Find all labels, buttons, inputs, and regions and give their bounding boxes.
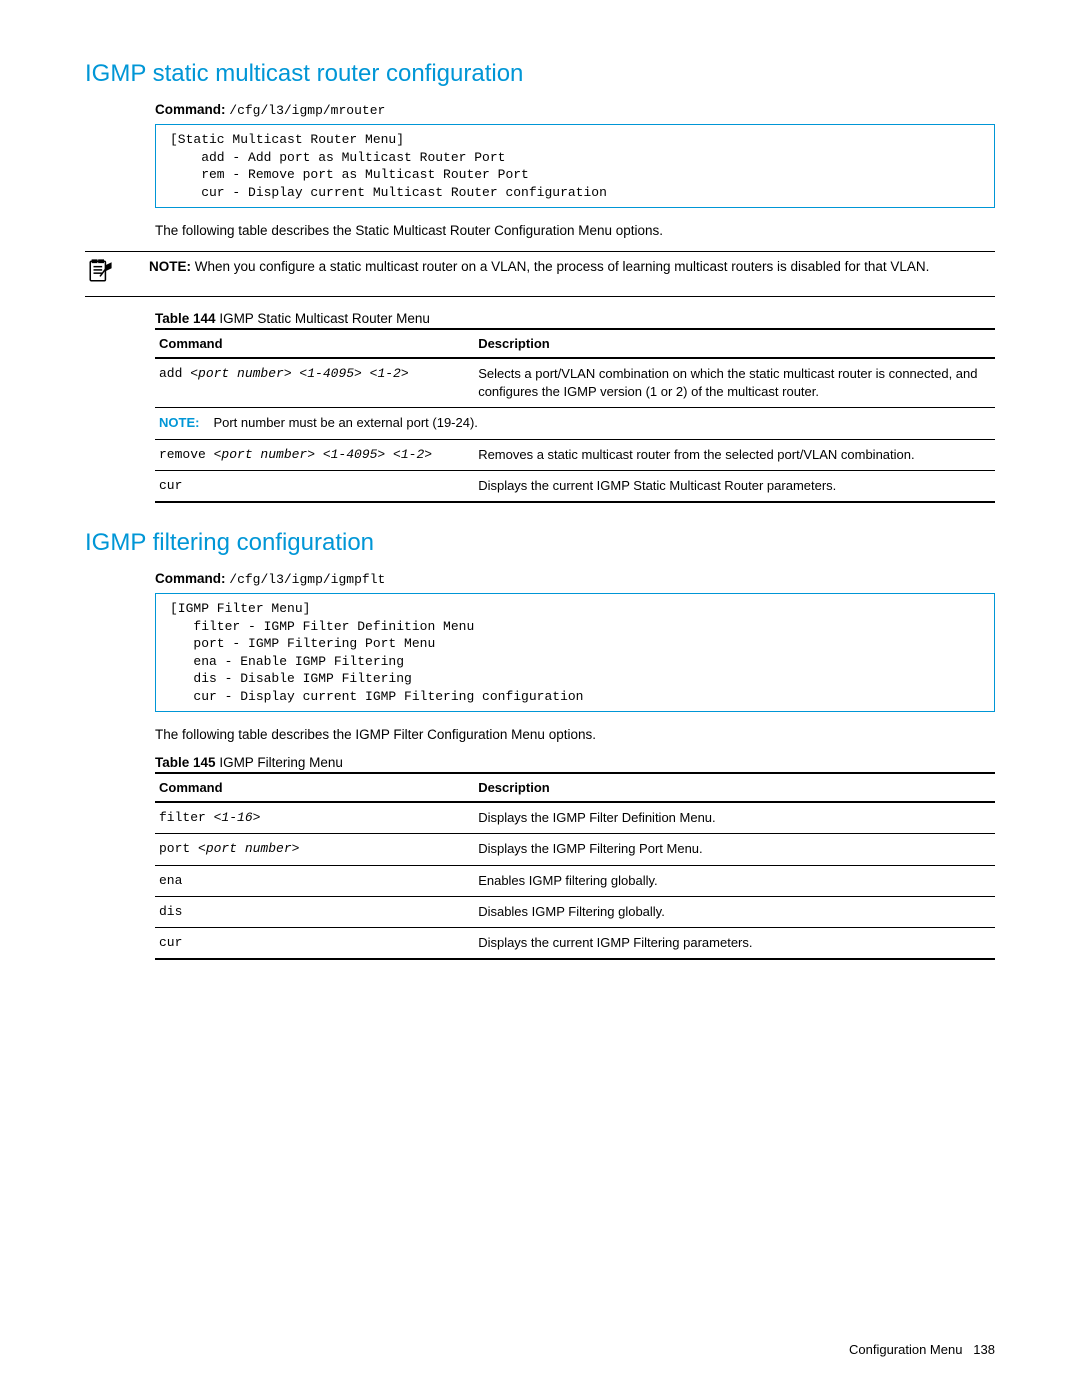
table-row: remove <port number> <1-4095> <1-2> Remo… [155, 439, 995, 470]
table-caption-label: Table 144 [155, 311, 216, 326]
desc-cell: Disables IGMP Filtering globally. [474, 896, 995, 927]
cmd-text: filter [159, 810, 214, 825]
table-row: add <port number> <1-4095> <1-2> Selects… [155, 358, 995, 408]
cmd-text: ena [159, 873, 182, 888]
cmd-cell: dis [155, 896, 474, 927]
command-value: /cfg/l3/igmp/mrouter [229, 103, 385, 118]
cmd-cell: cur [155, 470, 474, 502]
table-row: cur Displays the current IGMP Filtering … [155, 927, 995, 959]
cmd-cell: ena [155, 865, 474, 896]
cmd-text: dis [159, 904, 182, 919]
command-row: Command: /cfg/l3/igmp/igmpflt [155, 571, 995, 587]
desc-cell: Selects a port/VLAN combination on which… [474, 358, 995, 408]
cmd-cell: add <port number> <1-4095> <1-2> [155, 358, 474, 408]
desc-cell: Displays the IGMP Filter Definition Menu… [474, 802, 995, 834]
cmd-text: port [159, 841, 198, 856]
table-caption: Table 144 IGMP Static Multicast Router M… [155, 311, 995, 326]
note-rest: Port number must be an external port (19… [213, 415, 477, 430]
table-144: Command Description add <port number> <1… [155, 328, 995, 503]
cmd-args: <port number> <1-4095> <1-2> [190, 366, 408, 381]
desc-cell: Displays the current IGMP Static Multica… [474, 470, 995, 502]
col-header-command: Command [155, 773, 474, 802]
table-row-note: NOTE: Port number must be an external por… [155, 408, 995, 439]
desc-cell: Enables IGMP filtering globally. [474, 865, 995, 896]
intro-text: The following table describes the IGMP F… [155, 726, 995, 745]
note-word: NOTE: [159, 415, 199, 430]
section1-content: Command: /cfg/l3/igmp/mrouter [Static Mu… [155, 102, 995, 241]
cmd-text: remove [159, 447, 214, 462]
note-icon [85, 258, 149, 290]
section-title-igmp-static: IGMP static multicast router configurati… [85, 60, 995, 88]
table-row: filter <1-16> Displays the IGMP Filter D… [155, 802, 995, 834]
cli-output-box: [IGMP Filter Menu] filter - IGMP Filter … [155, 593, 995, 712]
table-row: ena Enables IGMP filtering globally. [155, 865, 995, 896]
cmd-args: <port number> [198, 841, 299, 856]
note-body: When you configure a static multicast ro… [195, 259, 930, 274]
footer-page: 138 [973, 1342, 995, 1357]
col-header-description: Description [474, 773, 995, 802]
footer-text: Configuration Menu [849, 1342, 962, 1357]
cli-output-box: [Static Multicast Router Menu] add - Add… [155, 124, 995, 208]
command-value: /cfg/l3/igmp/igmpflt [229, 572, 385, 587]
intro-text: The following table describes the Static… [155, 222, 995, 241]
table-145: Command Description filter <1-16> Displa… [155, 772, 995, 960]
cmd-cell: filter <1-16> [155, 802, 474, 834]
desc-cell: Displays the current IGMP Filtering para… [474, 927, 995, 959]
cmd-args: <1-16> [214, 810, 261, 825]
cmd-cell: remove <port number> <1-4095> <1-2> [155, 439, 474, 470]
cmd-cell: port <port number> [155, 834, 474, 865]
document-page: IGMP static multicast router configurati… [0, 0, 1080, 1397]
section2-content: Command: /cfg/l3/igmp/igmpflt [IGMP Filt… [155, 571, 995, 960]
desc-cell: Removes a static multicast router from t… [474, 439, 995, 470]
table-caption-text: IGMP Static Multicast Router Menu [219, 311, 430, 326]
note-block: NOTE: When you configure a static multic… [85, 251, 995, 297]
table-row: cur Displays the current IGMP Static Mul… [155, 470, 995, 502]
table-caption-label: Table 145 [155, 755, 216, 770]
cmd-cell: cur [155, 927, 474, 959]
note-text: NOTE: When you configure a static multic… [149, 258, 995, 277]
section-title-igmp-filtering: IGMP filtering configuration [85, 529, 995, 557]
cmd-text: cur [159, 935, 182, 950]
note-label: NOTE: [149, 259, 191, 274]
col-header-description: Description [474, 329, 995, 358]
table-caption-text: IGMP Filtering Menu [219, 755, 343, 770]
cmd-args: <port number> <1-4095> <1-2> [214, 447, 432, 462]
table-row: dis Disables IGMP Filtering globally. [155, 896, 995, 927]
table-row: port <port number> Displays the IGMP Fil… [155, 834, 995, 865]
note-cell: NOTE: Port number must be an external por… [155, 408, 995, 439]
command-row: Command: /cfg/l3/igmp/mrouter [155, 102, 995, 118]
command-label: Command: [155, 571, 226, 586]
cmd-text: cur [159, 478, 182, 493]
command-label: Command: [155, 102, 226, 117]
table-caption: Table 145 IGMP Filtering Menu [155, 755, 995, 770]
desc-cell: Displays the IGMP Filtering Port Menu. [474, 834, 995, 865]
cmd-text: add [159, 366, 190, 381]
page-footer: Configuration Menu 138 [849, 1342, 995, 1357]
col-header-command: Command [155, 329, 474, 358]
table144-block: Table 144 IGMP Static Multicast Router M… [155, 311, 995, 503]
